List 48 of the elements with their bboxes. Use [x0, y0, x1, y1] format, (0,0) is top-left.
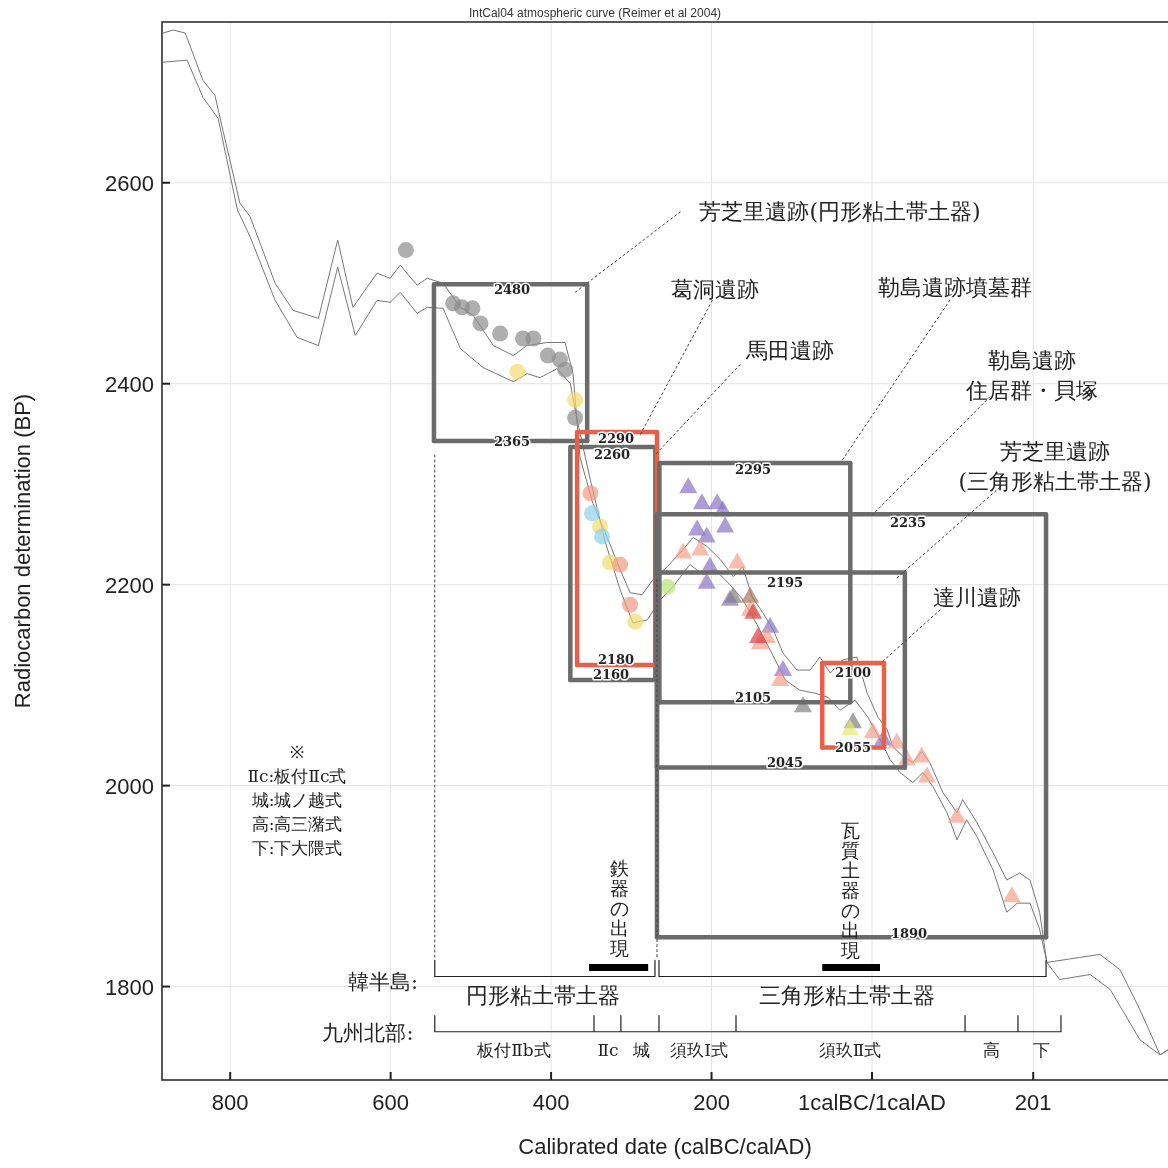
annotation: 2180: [597, 651, 635, 667]
annotation: 2295: [734, 461, 772, 477]
y-tick-label: 2000: [105, 773, 154, 799]
x-tick-label: 600: [372, 1090, 409, 1115]
annotation: 須玖Ⅱ式: [818, 1039, 882, 1060]
x-tick-label: 200: [693, 1090, 730, 1115]
annotation: 2260: [593, 446, 631, 462]
annotation: Ⅱc: [597, 1039, 619, 1060]
annotation: 2160: [592, 666, 630, 682]
annotation: 城:城ノ越式: [250, 789, 343, 810]
annotation: 九州北部:: [322, 1021, 414, 1046]
annotation: 馬田遺跡: [745, 337, 834, 363]
x-axis-title: Calibrated date (calBC/calAD): [518, 1134, 812, 1159]
annotation: 芳芝里遺跡(三角形粘土帯土器): [958, 438, 1152, 494]
annotation: 葛洞遺跡: [671, 276, 759, 302]
annotation: 円形粘土帯土器: [466, 982, 620, 1008]
annotation: 鉄器の出現: [609, 856, 629, 959]
annotation: 韓半島:: [347, 970, 419, 995]
annotation: 2195: [766, 574, 804, 590]
x-tick-label: 201: [1014, 1090, 1052, 1115]
annotation: 芳芝里遺跡(円形粘土帯土器): [699, 198, 981, 224]
annotation: 須玖Ⅰ式: [670, 1039, 728, 1060]
annotation: 2290: [597, 430, 635, 446]
annotation: 瓦質土器の出現: [840, 818, 860, 961]
annotation: 下:下大隈式: [251, 837, 343, 858]
annotation: 城: [631, 1039, 650, 1060]
annotation: 2480: [493, 281, 531, 297]
y-tick-label: 1800: [105, 974, 154, 1000]
annotation: 勒島遺跡墳墓群: [878, 274, 1032, 300]
annotation: 達川遺跡: [933, 584, 1021, 610]
annotation: Ⅱc:板付Ⅱc式: [247, 765, 347, 786]
annotation: ※: [290, 741, 304, 762]
annotation: 勒島遺跡住居群・貝塚: [965, 347, 1098, 403]
x-tick-label: 800: [211, 1090, 249, 1115]
annotation: 三角形粘土帯土器: [759, 982, 935, 1008]
annotation: 板付Ⅱb式: [476, 1039, 551, 1060]
y-tick-label: 2600: [105, 170, 154, 196]
y-tick-label: 2400: [105, 371, 154, 397]
x-tick-label: 400: [532, 1090, 570, 1115]
annotation: 2045: [766, 754, 804, 770]
annotation: 2235: [889, 514, 927, 530]
y-tick-label: 2200: [105, 572, 154, 598]
annotation: 高:高三潴式: [251, 813, 343, 834]
annotation: 下: [1032, 1039, 1050, 1060]
chart-title: IntCal04 atmospheric curve (Reimer et al 2004): [468, 6, 722, 20]
y-axis-title: Radiocarbon determination (BP): [10, 393, 35, 709]
annotation: 高: [982, 1039, 1000, 1060]
x-tick-label: 1calBC/1calAD: [798, 1090, 946, 1115]
